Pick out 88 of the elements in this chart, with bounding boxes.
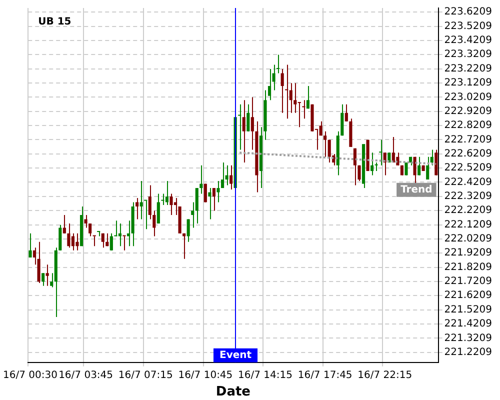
candlestick — [165, 180, 169, 206]
x-tick-label: 16/7 17:45 — [298, 370, 352, 381]
candlestick — [101, 232, 104, 248]
candlestick — [280, 68, 284, 114]
candlestick — [156, 193, 160, 224]
y-tick-label: 223.6209 — [444, 6, 492, 18]
candlestick — [418, 156, 421, 176]
candlestick — [110, 232, 113, 251]
candlestick — [200, 164, 203, 194]
candlestick — [140, 180, 143, 220]
y-tick-label: 221.4209 — [444, 318, 492, 330]
candlestick — [328, 139, 331, 164]
candlestick — [28, 232, 32, 258]
x-tick-label: 16/7 07:15 — [118, 370, 173, 381]
candlestick — [92, 235, 96, 247]
x-tick-label: 16/7 03:45 — [58, 370, 114, 381]
candlestick — [268, 68, 272, 101]
candlestick — [230, 164, 233, 190]
candlestick — [242, 100, 246, 164]
candlestick — [212, 188, 216, 212]
y-tick-label: 221.9209 — [444, 248, 492, 259]
x-tick-label: 16/7 00:30 — [3, 370, 58, 381]
candlestick — [306, 85, 310, 110]
candlestick — [122, 235, 126, 251]
y-tick-label: 221.3209 — [444, 332, 492, 344]
x-tick-label: 16/7 10:45 — [178, 370, 233, 381]
candlestick — [37, 241, 40, 284]
candlestick — [208, 188, 212, 220]
candlestick — [302, 100, 306, 120]
y-tick-label: 221.8209 — [444, 262, 492, 273]
candlestick — [170, 193, 173, 216]
candlestick — [294, 82, 297, 114]
candlestick — [195, 188, 198, 224]
candlestick — [250, 96, 254, 150]
y-tick-label: 222.4209 — [444, 176, 492, 188]
text: Trend — [400, 184, 432, 196]
candlestick — [67, 222, 70, 248]
candlestick — [298, 102, 301, 128]
y-tick-label: 222.2209 — [444, 205, 492, 216]
candlestick — [97, 230, 100, 237]
candlestick — [186, 218, 190, 242]
y-tick-label: 221.7209 — [444, 276, 492, 288]
candlestick — [426, 156, 430, 180]
y-tick-label: 222.6209 — [444, 148, 492, 160]
y-tick-label: 223.1209 — [444, 78, 492, 89]
y-tick-label: 223.4209 — [444, 35, 492, 46]
candlestick — [106, 232, 109, 247]
text: UB 15 — [38, 16, 72, 28]
candlestick — [246, 104, 250, 132]
candlestick — [430, 149, 434, 166]
candlestick — [46, 264, 49, 286]
candlestick — [370, 152, 374, 176]
y-tick-label: 222.9209 — [444, 106, 492, 117]
y-tick-label: 222.7209 — [444, 134, 492, 146]
candlestick — [161, 193, 164, 206]
candlestick — [71, 232, 75, 251]
candlestick — [434, 149, 438, 176]
candlestick — [114, 220, 118, 237]
x-tick-label: 16/7 22:15 — [358, 370, 412, 381]
y-tick-label: 223.2209 — [444, 63, 492, 74]
y-tick-label: 222.1209 — [444, 219, 492, 230]
candlestick — [220, 162, 224, 189]
y-tick-label: 223.0209 — [444, 92, 492, 103]
candlestick — [136, 197, 139, 220]
candlestick — [358, 164, 361, 182]
candlestick — [285, 64, 288, 120]
y-tick-label: 221.5209 — [444, 304, 492, 316]
y-tick-label: 222.3209 — [444, 191, 492, 202]
candlestick — [216, 180, 220, 203]
candlestick — [379, 139, 382, 166]
candlestick — [324, 130, 327, 158]
y-tick-label: 223.3209 — [444, 49, 492, 60]
annotation: Event — [219, 350, 252, 361]
y-tick-label: 221.6209 — [444, 290, 492, 302]
candlestick — [238, 104, 242, 150]
y-tick-label: 222.5209 — [444, 162, 492, 174]
y-tick-label: 222.0209 — [444, 234, 492, 245]
y-tick-label: 222.8209 — [444, 120, 492, 132]
x-tick-label: 16/7 14:15 — [238, 370, 292, 381]
y-tick-label: 223.5209 — [444, 20, 492, 32]
candlestick — [344, 104, 348, 122]
candlestick — [225, 164, 228, 186]
candlestick — [144, 200, 148, 230]
x-axis-title: Date — [216, 384, 251, 400]
candlestick — [42, 272, 45, 286]
y-tick-label: 221.2209 — [444, 346, 492, 358]
candlestick — [62, 214, 66, 234]
candlestick — [76, 232, 79, 251]
